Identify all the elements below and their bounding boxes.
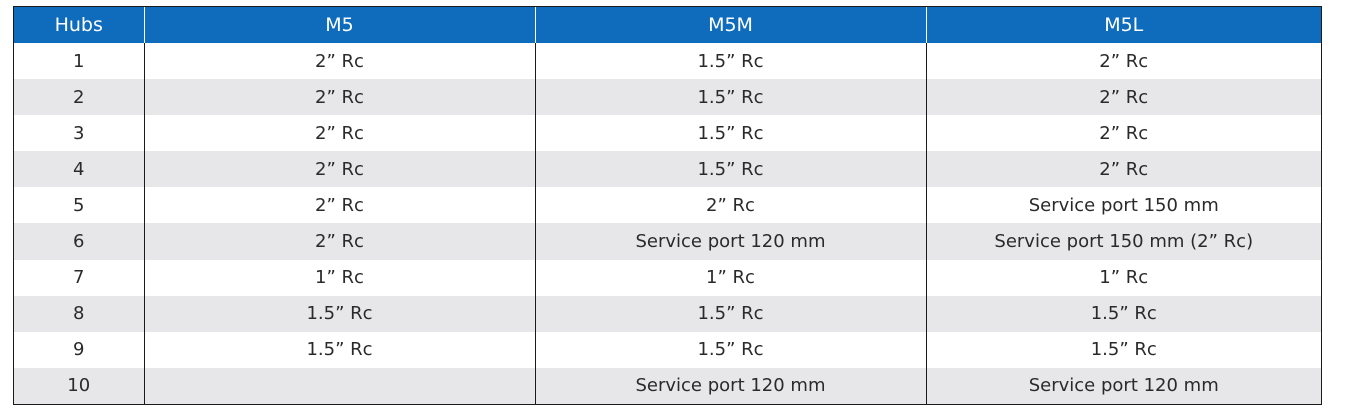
cell-m5m: 1.5” Rc: [534, 43, 926, 80]
table-row: 6 2” Rc Service port 120 mm Service port…: [14, 223, 1321, 260]
table-row: 4 2” Rc 1.5” Rc 2” Rc: [14, 151, 1321, 188]
cell-m5l: 2” Rc: [925, 79, 1321, 116]
cell-hub: 9: [14, 331, 144, 368]
cell-m5: 1.5” Rc: [143, 331, 535, 368]
header-hubs: Hubs: [14, 7, 144, 43]
cell-m5m: Service port 120 mm: [534, 223, 926, 260]
cell-hub: 5: [14, 187, 144, 224]
cell-hub: 3: [14, 115, 144, 152]
cell-m5l: 2” Rc: [925, 43, 1321, 80]
cell-m5: 2” Rc: [143, 79, 535, 116]
hubs-table-container: Hubs M5 M5M M5L 1 2” Rc 1.5” Rc 2” Rc 2 …: [13, 6, 1322, 405]
table-row: 9 1.5” Rc 1.5” Rc 1.5” Rc: [14, 331, 1321, 368]
cell-m5l: 1” Rc: [925, 259, 1321, 296]
cell-m5l: Service port 150 mm: [925, 187, 1321, 224]
header-row: Hubs M5 M5M M5L: [14, 7, 1321, 43]
table-row: 5 2” Rc 2” Rc Service port 150 mm: [14, 187, 1321, 224]
cell-m5: 2” Rc: [143, 115, 535, 152]
cell-hub: 8: [14, 295, 144, 332]
cell-m5l: 1.5” Rc: [925, 331, 1321, 368]
header-m5m: M5M: [534, 7, 926, 43]
header-m5l: M5L: [925, 7, 1321, 43]
cell-m5m: 1” Rc: [534, 259, 926, 296]
header-m5: M5: [143, 7, 535, 43]
cell-hub: 1: [14, 43, 144, 80]
cell-m5: 1.5” Rc: [143, 295, 535, 332]
table-row: 10 Service port 120 mm Service port 120 …: [14, 367, 1321, 404]
cell-m5l: Service port 120 mm: [925, 367, 1321, 404]
table-row: 8 1.5” Rc 1.5” Rc 1.5” Rc: [14, 295, 1321, 332]
table-row: 7 1” Rc 1” Rc 1” Rc: [14, 259, 1321, 296]
cell-m5: 2” Rc: [143, 223, 535, 260]
cell-m5: 2” Rc: [143, 43, 535, 80]
cell-m5: 2” Rc: [143, 151, 535, 188]
cell-m5m: 1.5” Rc: [534, 295, 926, 332]
hubs-table: Hubs M5 M5M M5L 1 2” Rc 1.5” Rc 2” Rc 2 …: [14, 7, 1321, 404]
table-row: 2 2” Rc 1.5” Rc 2” Rc: [14, 79, 1321, 116]
cell-m5m: 1.5” Rc: [534, 331, 926, 368]
cell-m5l: Service port 150 mm (2” Rc): [925, 223, 1321, 260]
cell-m5l: 1.5” Rc: [925, 295, 1321, 332]
cell-hub: 4: [14, 151, 144, 188]
cell-m5m: 1.5” Rc: [534, 79, 926, 116]
cell-hub: 10: [14, 367, 144, 404]
cell-m5m: 1.5” Rc: [534, 115, 926, 152]
cell-m5: [143, 367, 535, 404]
cell-m5m: 1.5” Rc: [534, 151, 926, 188]
cell-m5: 1” Rc: [143, 259, 535, 296]
cell-m5m: 2” Rc: [534, 187, 926, 224]
cell-hub: 6: [14, 223, 144, 260]
table-row: 1 2” Rc 1.5” Rc 2” Rc: [14, 43, 1321, 80]
cell-m5m: Service port 120 mm: [534, 367, 926, 404]
cell-hub: 2: [14, 79, 144, 116]
cell-m5l: 2” Rc: [925, 115, 1321, 152]
cell-m5: 2” Rc: [143, 187, 535, 224]
cell-m5l: 2” Rc: [925, 151, 1321, 188]
table-header: Hubs M5 M5M M5L: [14, 7, 1321, 43]
cell-hub: 7: [14, 259, 144, 296]
table-row: 3 2” Rc 1.5” Rc 2” Rc: [14, 115, 1321, 152]
table-body: 1 2” Rc 1.5” Rc 2” Rc 2 2” Rc 1.5” Rc 2”…: [14, 43, 1321, 404]
